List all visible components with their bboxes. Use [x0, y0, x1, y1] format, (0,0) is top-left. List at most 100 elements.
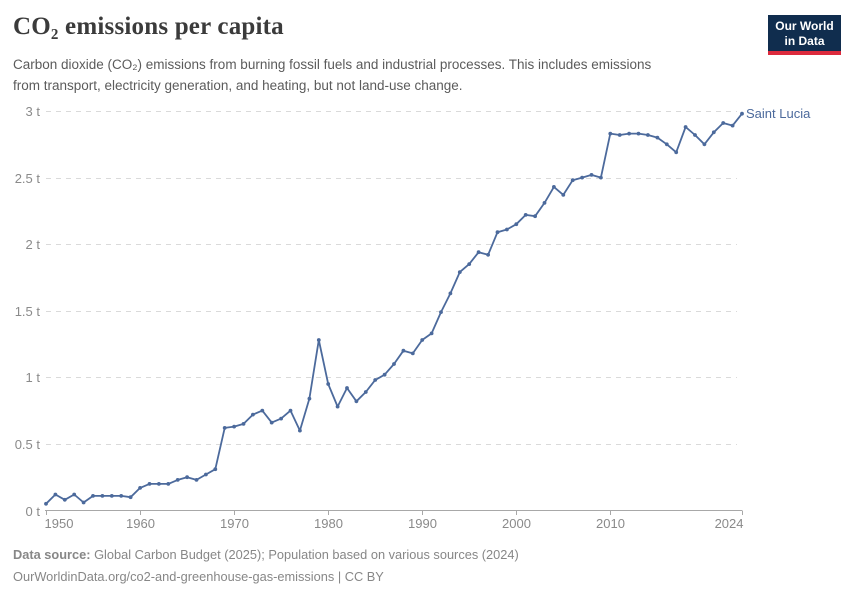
data-point: [683, 125, 688, 129]
data-point: [420, 338, 425, 342]
y-axis-label: 1 t: [26, 370, 41, 385]
data-point: [138, 486, 143, 490]
data-point: [711, 130, 716, 135]
owid-logo-line-1: Our World: [775, 19, 834, 33]
data-point: [617, 133, 622, 137]
data-point: [269, 420, 274, 425]
x-axis-label: 2010: [596, 516, 625, 531]
x-axis-label: 2000: [502, 516, 531, 531]
data-point: [740, 111, 744, 116]
data-point: [100, 494, 105, 498]
data-point: [185, 475, 190, 480]
y-axis-label: 0 t: [26, 504, 41, 519]
owid-logo[interactable]: Our World in Data: [768, 15, 841, 55]
data-point: [467, 262, 472, 266]
y-axis-label: 3 t: [26, 104, 41, 119]
data-point: [147, 482, 152, 486]
data-point: [166, 482, 171, 486]
data-point: [439, 310, 443, 314]
data-point: [608, 131, 613, 136]
data-point: [636, 131, 641, 136]
data-point: [288, 408, 293, 413]
data-point: [730, 123, 735, 128]
data-source-line: Data source: Global Carbon Budget (2025)…: [13, 544, 519, 566]
data-point: [119, 494, 124, 498]
x-axis-label: 1970: [220, 516, 249, 531]
data-point: [505, 227, 509, 232]
data-point: [213, 467, 218, 472]
data-point: [627, 131, 631, 136]
data-point: [382, 372, 387, 377]
data-point: [128, 495, 133, 500]
data-point: [552, 185, 556, 189]
data-point: [62, 497, 67, 502]
data-point: [260, 408, 265, 413]
data-point: [44, 501, 48, 506]
data-point: [345, 386, 349, 390]
data-point: [655, 135, 660, 140]
data-point: [109, 494, 114, 498]
data-point: [251, 412, 255, 417]
chart-footer: Data source: Global Carbon Budget (2025)…: [13, 544, 519, 587]
data-point: [298, 428, 302, 433]
data-point: [523, 213, 528, 217]
data-point: [599, 175, 603, 180]
data-point: [448, 291, 453, 296]
data-point: [721, 121, 726, 125]
data-point: [354, 399, 359, 404]
page-title: CO₂ emissions per capita: [13, 13, 284, 40]
x-axis-label: 2024: [715, 516, 744, 531]
data-point: [81, 500, 86, 505]
data-point: [486, 252, 490, 257]
data-source-text: Global Carbon Budget (2025); Population …: [90, 547, 519, 562]
data-point: [429, 331, 434, 336]
subtitle-line-2: from transport, electricity generation, …: [13, 78, 463, 93]
data-point: [542, 201, 547, 205]
data-point: [307, 396, 312, 401]
data-point: [175, 478, 180, 482]
data-point: [157, 482, 161, 486]
x-axis-label: 1950: [45, 516, 74, 531]
y-axis-label: 2.5 t: [15, 171, 41, 186]
data-point: [232, 424, 237, 429]
data-point: [373, 378, 378, 382]
y-axis-label: 0.5 t: [15, 437, 41, 452]
data-point: [53, 492, 58, 497]
data-point: [693, 133, 697, 137]
chart-subtitle: Carbon dioxide (CO₂) emissions from burn…: [13, 54, 733, 96]
data-source-label: Data source:: [13, 547, 91, 562]
x-axis-label: 1960: [126, 516, 155, 531]
data-point: [664, 142, 669, 147]
data-point: [561, 193, 566, 197]
series-line: [45, 112, 743, 505]
data-point: [476, 250, 481, 255]
data-point: [570, 178, 575, 183]
x-axis-label: 1980: [314, 516, 343, 531]
x-axis-label: 1990: [408, 516, 437, 531]
owid-logo-line-2: in Data: [784, 33, 825, 48]
data-point: [335, 404, 340, 409]
data-point: [674, 150, 679, 155]
data-point: [279, 416, 283, 421]
data-point: [194, 478, 199, 482]
series-end-label: Saint Lucia: [746, 106, 811, 121]
data-point: [401, 348, 406, 353]
data-point: [363, 390, 368, 394]
data-point: [222, 426, 227, 430]
y-axis-label: 1.5 t: [15, 304, 41, 319]
data-point: [326, 382, 331, 386]
data-point: [241, 422, 246, 426]
subtitle-line-1: Carbon dioxide (CO₂) emissions from burn…: [13, 57, 652, 72]
data-point: [72, 492, 77, 497]
data-point: [392, 362, 396, 366]
data-point: [646, 133, 650, 137]
data-point: [91, 494, 95, 498]
data-point: [457, 270, 462, 274]
citation-line: OurWorldinData.org/co2-and-greenhouse-ga…: [13, 568, 384, 584]
data-point: [702, 142, 707, 147]
data-point: [410, 351, 415, 356]
data-point: [514, 222, 519, 227]
data-point: [495, 230, 500, 235]
data-point: [533, 214, 537, 219]
